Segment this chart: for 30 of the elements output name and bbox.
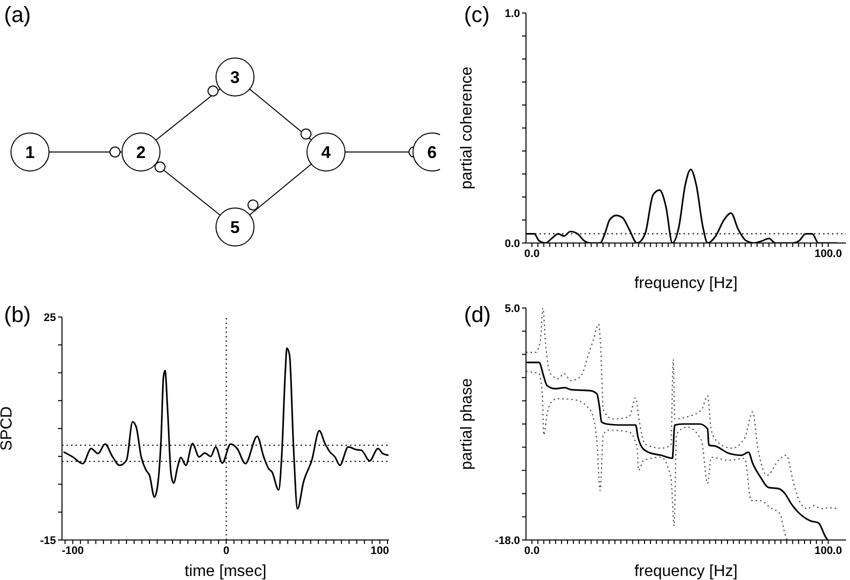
x-axis-title: frequency [Hz] (634, 563, 738, 580)
y-tick-label: 5.0 (504, 302, 520, 315)
y-tick-label: 25 (44, 312, 56, 324)
text: 4 (321, 143, 332, 162)
text: 6 (427, 143, 437, 162)
y-axis-title: SPCD (0, 406, 16, 451)
chart-title: (b) (4, 302, 31, 328)
line-series (526, 370, 788, 540)
x-axis-title: time [msec] (184, 563, 266, 580)
x-tick-label: 100.0 (814, 544, 842, 557)
chart-title: (d) (464, 302, 491, 328)
x-tick-label: 100 (370, 544, 389, 557)
x-tick-label: 0 (223, 544, 230, 557)
text: 1 (25, 143, 35, 162)
y-tick-label: -15 (40, 534, 56, 547)
x-axis-title: frequency [Hz] (634, 275, 738, 292)
x-tick-label: 100.0 (814, 248, 842, 260)
text: (a) (4, 2, 31, 28)
x-tick-label: -100 (62, 544, 84, 557)
text: 5 (230, 218, 240, 237)
y-axis-title: partial phase (458, 378, 476, 470)
y-tick-label: -18.0 (494, 534, 520, 547)
y-tick-label: 0.0 (504, 238, 520, 250)
text: 2 (136, 143, 146, 162)
y-axis-title: partial coherence (458, 66, 476, 190)
chart-title: (c) (464, 2, 490, 28)
x-tick-label: 0.0 (524, 544, 540, 557)
line-series (526, 308, 839, 510)
text: 3 (230, 68, 240, 87)
y-tick-label: 1.0 (504, 8, 520, 20)
